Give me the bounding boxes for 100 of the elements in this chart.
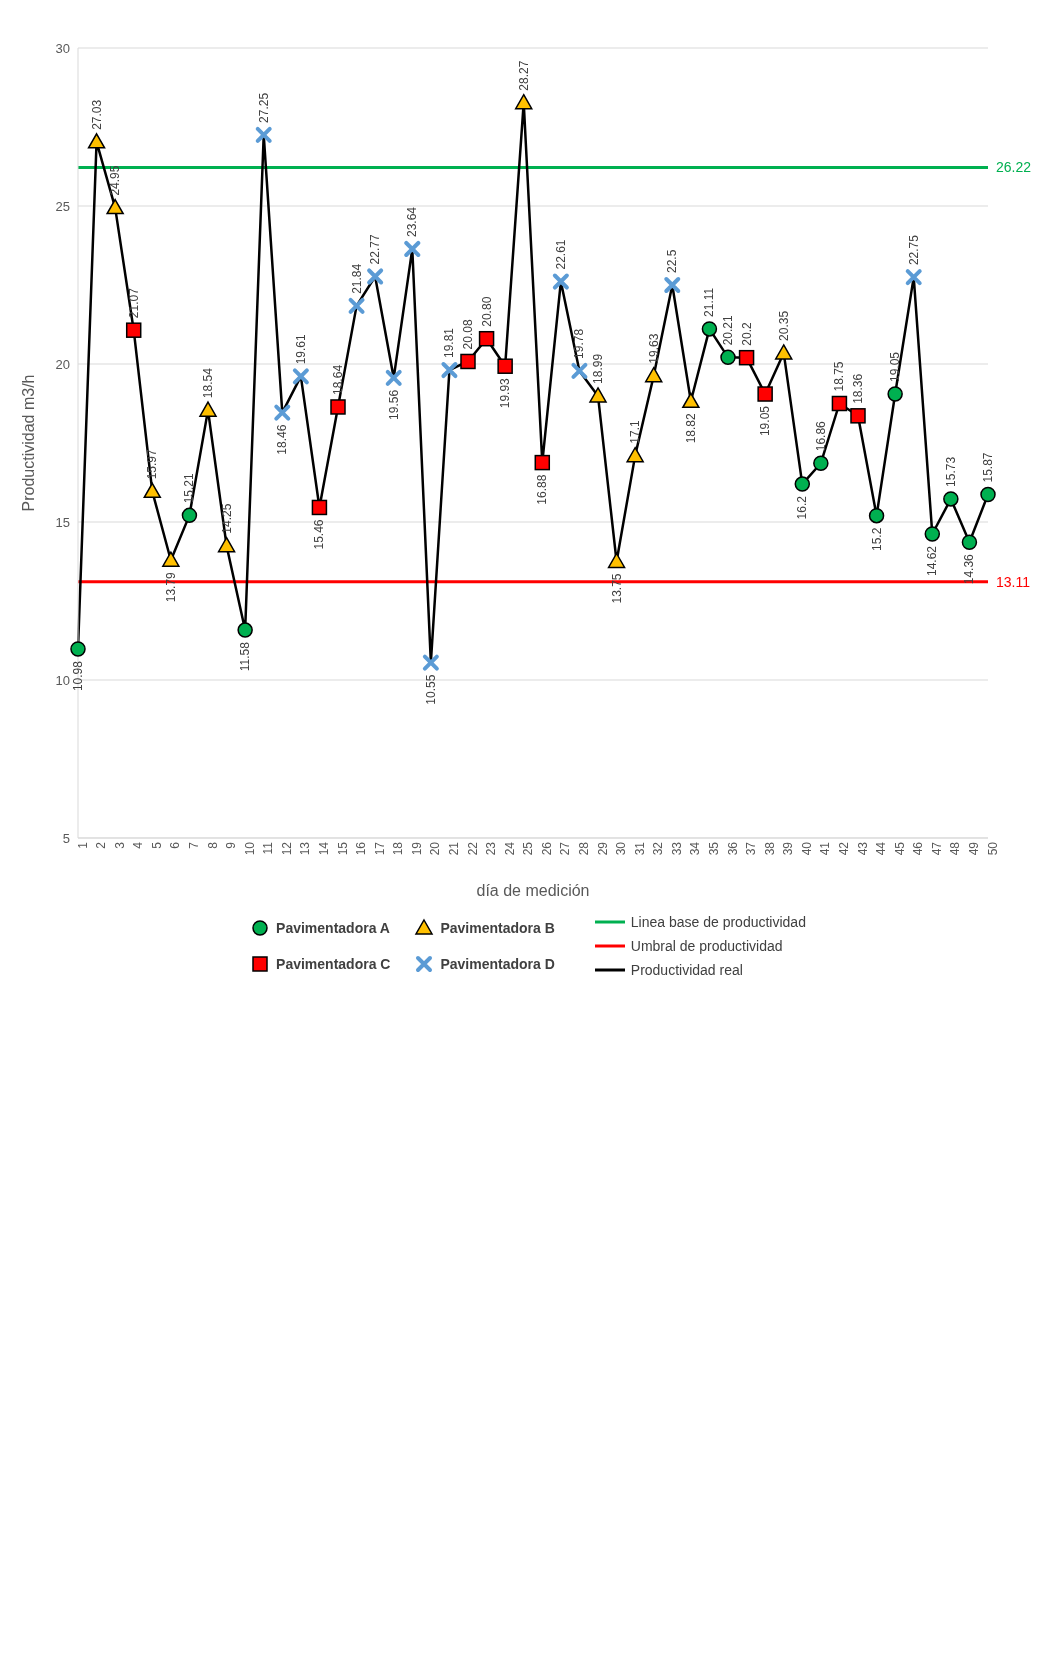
data-label: 18.64 xyxy=(331,364,345,395)
y-tick-label: 15 xyxy=(55,514,70,530)
data-label: 15.2 xyxy=(869,527,884,552)
data-label: 20.35 xyxy=(776,310,791,341)
data-label: 13.79 xyxy=(163,571,178,603)
data-label: 17.1 xyxy=(628,419,643,444)
x-tick-label: 27 xyxy=(558,841,573,856)
y-axis-title: Productividad m3/h xyxy=(19,374,37,512)
x-tick-label: 43 xyxy=(855,841,870,856)
data-label: 18.36 xyxy=(851,373,865,404)
data-label: 21.07 xyxy=(126,287,141,319)
x-tick-label: 35 xyxy=(706,841,721,856)
data-label: 24.95 xyxy=(108,165,123,196)
data-label: 16.86 xyxy=(813,420,828,452)
x-tick-label: 26 xyxy=(539,841,554,856)
data-label: 19.05 xyxy=(758,405,773,437)
data-label: 16.88 xyxy=(535,474,550,505)
x-tick-label: 9 xyxy=(224,841,239,849)
data-label: 19.63 xyxy=(646,333,661,364)
data-label: 20.21 xyxy=(721,315,735,346)
x-tick-label: 2 xyxy=(94,841,109,849)
x-tick-label: 38 xyxy=(762,841,777,856)
x-tick-label: 44 xyxy=(874,841,889,856)
legend-label: Pavimentadora A xyxy=(276,920,390,936)
x-tick-label: 1 xyxy=(75,841,90,849)
x-tick-label: 21 xyxy=(446,841,461,856)
data-label: 22.75 xyxy=(906,234,921,266)
x-tick-label: 33 xyxy=(669,841,684,856)
x-tick-label: 42 xyxy=(836,841,851,856)
data-label: 10.55 xyxy=(423,674,438,705)
x-tick-label: 29 xyxy=(595,841,610,856)
data-label: 19.78 xyxy=(572,328,587,359)
legend-label: Pavimentadora D xyxy=(440,956,555,972)
data-label: 18.54 xyxy=(201,367,215,399)
data-label: 22.77 xyxy=(368,234,383,265)
x-tick-label: 22 xyxy=(465,841,480,856)
data-label: 22.5 xyxy=(665,249,680,273)
x-tick-label: 41 xyxy=(818,841,833,856)
data-label: 10.98 xyxy=(71,660,85,692)
legend-label: Pavimentadora B xyxy=(440,920,555,936)
y-tick-label: 20 xyxy=(55,356,70,372)
x-tick-label: 11 xyxy=(261,841,276,855)
x-tick-label: 45 xyxy=(892,841,907,856)
x-tick-label: 16 xyxy=(354,841,369,856)
x-tick-label: 20 xyxy=(428,841,443,856)
data-label: 23.64 xyxy=(405,206,420,237)
data-label: 11.58 xyxy=(238,641,253,672)
legend-label: Productividad real xyxy=(630,962,743,978)
x-tick-label: 3 xyxy=(112,841,127,849)
x-tick-label: 18 xyxy=(391,841,406,856)
legend-label: Umbral de productividad xyxy=(630,938,783,954)
data-label: 15.46 xyxy=(312,519,327,550)
data-label: 18.82 xyxy=(683,412,698,444)
data-label: 20.08 xyxy=(461,319,475,350)
x-tick-label: 37 xyxy=(744,841,759,856)
x-axis-title: día de medición xyxy=(476,882,590,899)
x-tick-label: 30 xyxy=(614,841,629,856)
data-label: 22.61 xyxy=(553,239,568,270)
x-tick-label: 23 xyxy=(484,841,499,856)
x-tick-label: 40 xyxy=(799,841,814,856)
y-tick-label: 25 xyxy=(55,198,70,214)
x-tick-label: 4 xyxy=(131,841,146,849)
x-tick-label: 19 xyxy=(409,841,424,856)
x-tick-label: 7 xyxy=(186,841,201,849)
x-tick-label: 10 xyxy=(242,841,257,856)
data-label: 18.99 xyxy=(591,353,605,384)
data-label: 13.11 xyxy=(996,573,1031,590)
legend-label: Linea base de productividad xyxy=(630,914,806,930)
data-label: 13.75 xyxy=(609,573,624,604)
x-tick-label: 36 xyxy=(725,841,740,856)
data-label: 16.2 xyxy=(795,495,810,520)
data-label: 26.22 xyxy=(996,159,1032,176)
data-label: 15.87 xyxy=(981,452,995,483)
x-tick-label: 25 xyxy=(521,841,536,856)
x-tick-label: 12 xyxy=(279,841,294,856)
x-tick-label: 8 xyxy=(205,841,220,849)
x-tick-label: 5 xyxy=(149,841,164,849)
data-label: 20.80 xyxy=(479,296,494,327)
x-tick-label: 50 xyxy=(985,841,1000,856)
x-tick-label: 6 xyxy=(168,841,183,849)
data-label: 19.61 xyxy=(293,333,308,365)
data-label: 14.36 xyxy=(962,553,977,585)
data-label: 28.27 xyxy=(516,60,531,91)
x-tick-label: 13 xyxy=(298,841,313,856)
x-tick-label: 31 xyxy=(632,841,647,856)
data-label: 19.93 xyxy=(498,377,513,409)
data-label: 19.81 xyxy=(442,327,457,358)
data-label: 15.73 xyxy=(943,456,958,487)
data-label: 14.62 xyxy=(925,545,940,577)
data-label: 20.2 xyxy=(739,322,754,346)
data-label: 19.56 xyxy=(386,389,401,420)
data-label: 27.25 xyxy=(256,92,271,123)
y-tick-label: 10 xyxy=(55,672,70,688)
data-label: 15.97 xyxy=(145,448,160,480)
data-label: 14.25 xyxy=(219,503,234,534)
data-label: 18.46 xyxy=(275,424,290,455)
x-tick-label: 32 xyxy=(651,841,666,856)
data-label: 21.11 xyxy=(702,287,717,317)
x-tick-label: 48 xyxy=(948,841,963,856)
x-tick-label: 34 xyxy=(688,841,703,856)
